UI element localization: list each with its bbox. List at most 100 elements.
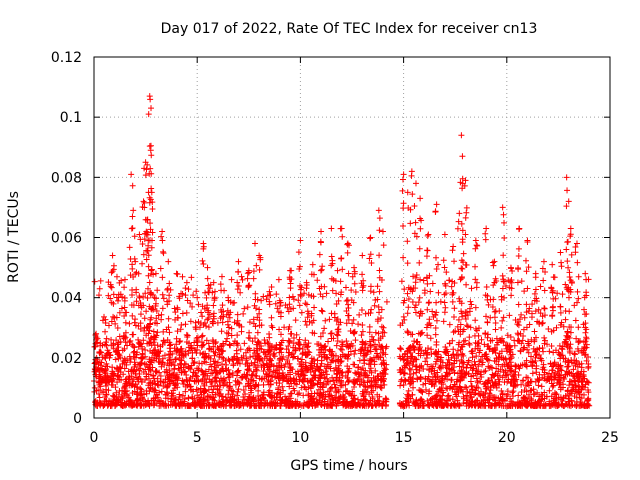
- data-point-marker: [524, 374, 531, 381]
- data-point-marker: [509, 402, 516, 409]
- data-point-marker: [309, 261, 316, 268]
- data-point-marker: [103, 342, 110, 349]
- data-point-marker: [250, 275, 257, 282]
- data-point-marker: [200, 240, 207, 247]
- data-point-marker: [405, 304, 412, 311]
- data-point-marker: [199, 257, 206, 264]
- data-point-marker: [397, 382, 404, 389]
- data-point-marker: [284, 397, 291, 404]
- data-point-marker: [131, 319, 138, 326]
- data-point-marker: [305, 340, 312, 347]
- data-point-marker: [371, 302, 378, 309]
- data-point-marker: [256, 266, 263, 273]
- data-point-marker: [484, 343, 491, 350]
- data-point-marker: [482, 236, 489, 243]
- data-point-marker: [544, 341, 551, 348]
- data-point-marker: [197, 385, 204, 392]
- data-point-marker: [244, 275, 251, 282]
- data-point-marker: [239, 374, 246, 381]
- data-point-marker: [153, 295, 160, 302]
- y-tick-label: 0.12: [51, 50, 82, 66]
- data-point-marker: [564, 239, 571, 246]
- data-point-marker: [314, 390, 321, 397]
- data-point-marker: [558, 367, 565, 374]
- data-point-marker: [372, 329, 379, 336]
- data-point-marker: [549, 261, 556, 268]
- data-point-marker: [286, 393, 293, 400]
- data-point-marker: [527, 387, 534, 394]
- data-point-marker: [571, 302, 578, 309]
- data-point-marker: [511, 337, 518, 344]
- data-point-marker: [432, 209, 439, 216]
- data-point-marker: [295, 371, 302, 378]
- data-point-marker: [179, 310, 186, 317]
- data-point-marker: [270, 368, 277, 375]
- data-point-marker: [419, 400, 426, 407]
- data-point-marker: [251, 240, 258, 247]
- data-point-marker: [410, 384, 417, 391]
- data-point-marker: [420, 402, 427, 409]
- data-point-marker: [158, 233, 165, 240]
- data-point-marker: [302, 337, 309, 344]
- data-point-marker: [199, 351, 206, 358]
- data-point-marker: [308, 400, 315, 407]
- data-point-marker: [366, 401, 373, 408]
- data-point-marker: [192, 401, 199, 408]
- data-point-marker: [110, 313, 117, 320]
- data-point-marker: [417, 397, 424, 404]
- data-point-marker: [531, 328, 538, 335]
- data-point-marker: [177, 337, 184, 344]
- data-point-marker: [308, 390, 315, 397]
- data-point-marker: [342, 387, 349, 394]
- data-point-marker: [216, 369, 223, 376]
- data-point-marker: [206, 402, 213, 409]
- data-point-marker: [404, 310, 411, 317]
- data-point-marker: [314, 277, 321, 284]
- data-point-marker: [326, 316, 333, 323]
- data-point-marker: [433, 341, 440, 348]
- data-point-marker: [240, 352, 247, 359]
- data-point-marker: [352, 347, 359, 354]
- data-point-marker: [147, 347, 154, 354]
- data-point-marker: [109, 381, 116, 388]
- data-point-marker: [455, 389, 462, 396]
- data-point-marker: [323, 355, 330, 362]
- data-point-marker: [268, 389, 275, 396]
- data-point-marker: [189, 395, 196, 402]
- data-point-marker: [183, 279, 190, 286]
- data-point-marker: [471, 332, 478, 339]
- data-point-marker: [140, 198, 147, 205]
- data-point-marker: [103, 335, 110, 342]
- data-point-marker: [160, 250, 167, 257]
- data-point-marker: [361, 402, 368, 409]
- data-point-marker: [478, 369, 485, 376]
- data-point-marker: [423, 253, 430, 260]
- data-point-marker: [352, 369, 359, 376]
- data-point-marker: [535, 382, 542, 389]
- data-point-marker: [300, 392, 307, 399]
- data-point-marker: [145, 111, 152, 118]
- data-point-marker: [413, 356, 420, 363]
- data-point-marker: [567, 329, 574, 336]
- data-point-marker: [451, 258, 458, 265]
- data-point-marker: [296, 336, 303, 343]
- data-point-marker: [252, 372, 259, 379]
- data-point-marker: [258, 346, 265, 353]
- data-point-marker: [159, 228, 166, 235]
- data-point-marker: [400, 313, 407, 320]
- data-point-marker: [317, 267, 324, 274]
- data-point-marker: [472, 390, 479, 397]
- data-point-marker: [129, 331, 136, 338]
- data-point-marker: [214, 386, 221, 393]
- data-point-marker: [472, 401, 479, 408]
- data-point-marker: [440, 389, 447, 396]
- data-point-marker: [310, 395, 317, 402]
- data-point-marker: [573, 240, 580, 247]
- data-point-marker: [302, 300, 309, 307]
- data-point-marker: [283, 396, 290, 403]
- data-point-marker: [540, 258, 547, 265]
- data-point-marker: [128, 399, 135, 406]
- data-point-marker: [476, 358, 483, 365]
- data-point-marker: [279, 383, 286, 390]
- data-point-marker: [95, 387, 102, 394]
